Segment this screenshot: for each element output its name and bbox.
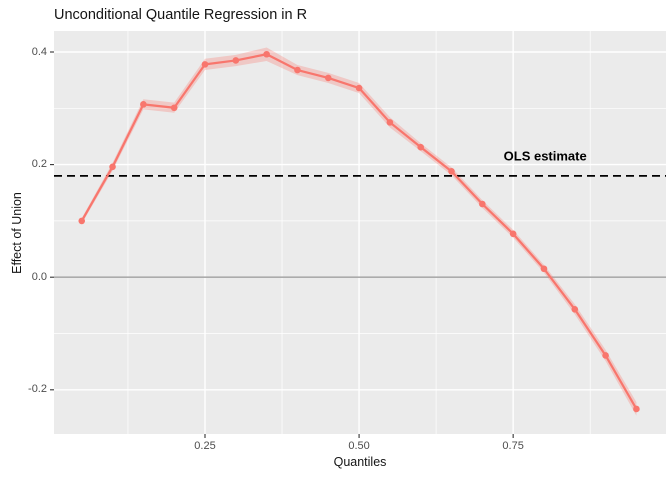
ols-estimate-label: OLS estimate [503, 148, 587, 164]
x-tick-label: 0.50 [348, 440, 370, 452]
y-tick-label: 0.2 [31, 158, 47, 171]
data-point [232, 57, 240, 64]
data-point [509, 230, 517, 238]
y-tick-label: -0.2 [28, 383, 47, 396]
data-point [78, 217, 86, 225]
x-axis-title: Quantiles [333, 455, 387, 469]
data-point [170, 104, 178, 112]
y-tick-label: 0.4 [31, 45, 47, 58]
y-tick-label: 0.0 [31, 270, 47, 283]
data-point [479, 200, 486, 208]
data-point [602, 352, 609, 359]
y-axis-title: Effect of Union [10, 191, 24, 274]
data-point [263, 50, 270, 58]
plot-panel [54, 31, 666, 434]
data-point [109, 163, 116, 171]
chart-title: Unconditional Quantile Regression in R [54, 7, 308, 23]
data-point [201, 61, 209, 68]
data-point [355, 84, 363, 92]
data-point [633, 405, 640, 413]
data-point [448, 168, 455, 175]
x-tick-label: 0.75 [502, 440, 524, 452]
x-tick-label: 0.25 [194, 440, 216, 452]
data-point [571, 305, 579, 313]
data-point [140, 101, 147, 108]
data-point [386, 119, 394, 126]
data-point [294, 66, 301, 74]
data-point [417, 143, 425, 151]
data-point [540, 265, 548, 273]
data-point [324, 74, 332, 82]
